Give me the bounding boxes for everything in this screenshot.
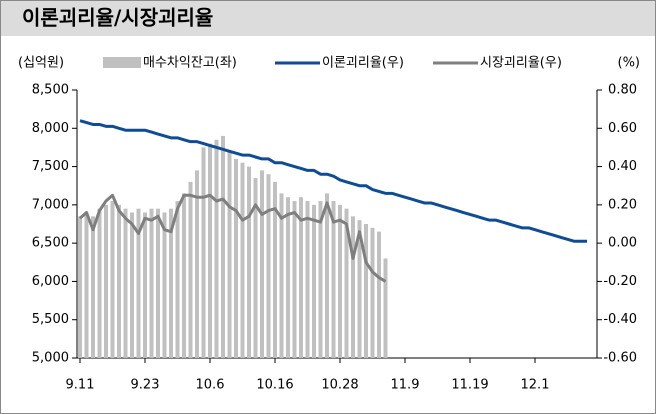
- bar: [370, 227, 375, 358]
- y2-tick-label: 0.80: [608, 83, 637, 98]
- y-tick-label: 6,500: [32, 236, 69, 251]
- y2-tick-label: 0.40: [608, 159, 637, 174]
- x-tick-label: 9.11: [66, 378, 95, 393]
- y2-tick-label: 0.00: [608, 236, 637, 251]
- bar: [214, 139, 219, 358]
- bar: [299, 197, 303, 358]
- bar: [273, 181, 277, 358]
- x-tick-label: 9.23: [131, 378, 160, 393]
- legend-label: 이론괴리율(우): [322, 56, 404, 71]
- bar: [383, 258, 388, 358]
- y-tick-label: 8,000: [32, 121, 69, 136]
- y-tick-label: 5,000: [32, 351, 69, 366]
- bar: [195, 170, 199, 358]
- y-tick-label: 8,500: [32, 83, 69, 98]
- title-bar: [1, 1, 655, 36]
- y2-tick-label: -0.60: [603, 351, 637, 366]
- bar: [208, 143, 212, 358]
- bar: [377, 231, 381, 358]
- bar: [286, 197, 290, 358]
- legend-label: 매수차익잔고(좌): [143, 56, 237, 71]
- y-unit: (십억원): [18, 56, 64, 71]
- bar: [123, 208, 128, 358]
- bar: [247, 166, 251, 358]
- bar: [201, 147, 206, 358]
- legend-label: 시장괴리율(우): [480, 56, 562, 71]
- bar: [292, 201, 297, 358]
- x-tick-label: 10.6: [196, 378, 225, 393]
- bar: [136, 208, 141, 358]
- bar: [221, 135, 225, 358]
- x-tick-label: 11.9: [391, 378, 420, 393]
- bar: [312, 204, 316, 358]
- x-tick-label: 10.28: [321, 378, 358, 393]
- bar: [117, 204, 121, 358]
- bar: [364, 224, 368, 358]
- bar: [130, 212, 134, 358]
- y-tick-label: 7,000: [32, 197, 69, 212]
- bar: [240, 162, 245, 358]
- bar: [338, 204, 342, 358]
- bar: [351, 216, 355, 358]
- y-tick-label: 6,000: [32, 274, 69, 289]
- line: [79, 193, 387, 283]
- bar: [175, 201, 180, 358]
- bar: [78, 216, 82, 358]
- bar: [169, 208, 173, 358]
- chart-title: 이론괴리율/시장괴리율: [22, 6, 213, 30]
- y-tick-label: 5,500: [32, 312, 69, 327]
- bar: [253, 178, 258, 358]
- y2-unit: (%): [618, 56, 641, 71]
- bar: [305, 201, 310, 358]
- y2-tick-label: -0.40: [603, 312, 637, 327]
- x-tick-label: 12.1: [521, 378, 550, 393]
- bar: [182, 193, 186, 358]
- bar: [84, 212, 89, 358]
- line: [79, 119, 587, 243]
- y2-tick-label: 0.60: [608, 121, 637, 136]
- bar: [260, 170, 264, 358]
- bar: [110, 201, 115, 358]
- x-tick-label: 10.16: [256, 378, 293, 393]
- legend-swatch: [103, 57, 141, 68]
- y2-tick-label: -0.20: [603, 274, 637, 289]
- bar: [143, 212, 147, 358]
- bar: [357, 220, 362, 358]
- y2-tick-label: 0.20: [608, 197, 637, 212]
- bar: [91, 216, 95, 358]
- bar: [227, 151, 232, 358]
- bar: [97, 208, 102, 358]
- bar: [266, 174, 271, 358]
- x-tick-label: 11.19: [451, 378, 488, 393]
- bar: [188, 181, 193, 358]
- bar: [149, 208, 154, 358]
- bar: [331, 201, 336, 358]
- bar: [162, 212, 167, 358]
- bar: [104, 204, 108, 358]
- bar: [318, 201, 323, 358]
- bar: [325, 193, 329, 358]
- bar: [344, 208, 349, 358]
- bar: [156, 208, 160, 358]
- bar: [279, 193, 284, 358]
- y-tick-label: 7,500: [32, 159, 69, 174]
- bar: [234, 158, 238, 358]
